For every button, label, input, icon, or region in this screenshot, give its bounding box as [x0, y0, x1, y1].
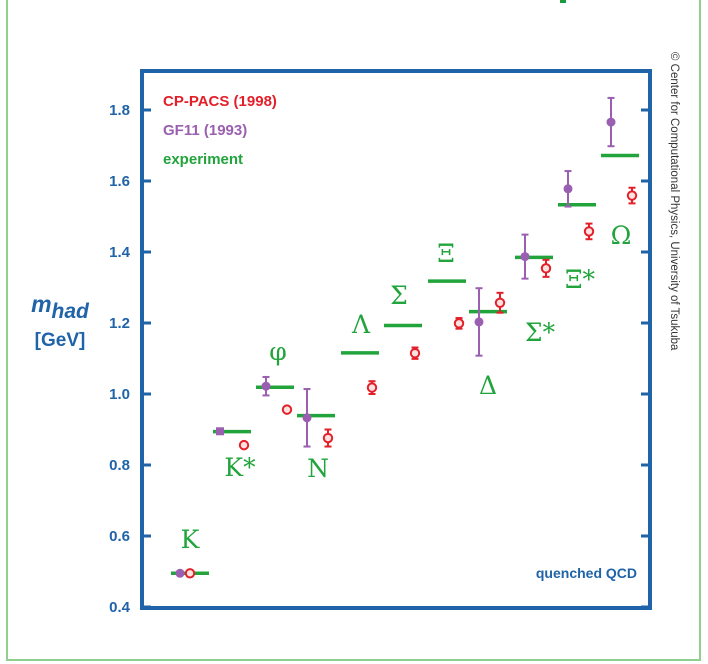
y-tick-label: 1.0: [109, 386, 130, 403]
gf11-point: [563, 184, 573, 194]
particle-label: Σ*: [525, 318, 556, 347]
y-axis-subscript: had: [52, 300, 91, 323]
cp-pacs-point: [238, 439, 250, 451]
y-tick-label: 0.8: [109, 457, 130, 474]
gf11-point: [474, 317, 484, 327]
cp-pacs-point: [453, 318, 465, 329]
y-tick-label: 1.8: [109, 102, 130, 119]
cp-pacs-point: [281, 404, 293, 415]
cp-pacs-point: [409, 347, 421, 359]
cp-pacs-point: [626, 190, 638, 201]
cp-pacs-point: [540, 263, 552, 274]
y-axis-unit: [GeV]: [35, 330, 86, 351]
legend-entry: CP-PACS (1998): [163, 93, 277, 110]
y-axis-label: mhad: [31, 291, 90, 323]
y-tick-label: 1.4: [109, 244, 131, 261]
legend: CP-PACS (1998) GF11 (1993) experiment: [163, 93, 277, 168]
y-tick-label: 0.4: [109, 599, 131, 616]
y-tick-label: 1.2: [109, 315, 130, 332]
cp-pacs-point: [184, 568, 196, 579]
particle-label: Ω: [611, 221, 632, 250]
particle-label: φ: [269, 337, 287, 366]
legend-entry: experiment: [163, 151, 243, 168]
particle-label: K*: [224, 453, 256, 482]
data-marks: [171, 96, 639, 579]
legend-entry: GF11 (1993): [163, 122, 247, 139]
particle-labels: K K* φ N ΛΣΞ Δ Σ* Ξ* Ω: [181, 221, 632, 554]
particle-label: Λ: [351, 310, 371, 339]
particle-label: Σ: [390, 281, 408, 310]
gf11-point: [520, 252, 530, 262]
particle-label: N: [307, 454, 329, 483]
y-tick-label: 1.6: [109, 173, 130, 190]
particle-label: Ξ: [437, 239, 455, 268]
top-decor-mark: [560, 0, 566, 3]
cp-pacs-point: [583, 226, 595, 237]
particle-label: Δ: [479, 371, 497, 400]
plot-frame: [140, 69, 652, 610]
gf11-point: [302, 413, 312, 423]
cp-pacs-point: [366, 382, 378, 393]
quenched-qcd-note: quenched QCD: [536, 565, 637, 581]
particle-label: K: [181, 525, 201, 554]
gf11-point: [606, 117, 616, 127]
particle-label: Ξ*: [565, 265, 596, 294]
y-axis-symbol: m: [31, 291, 51, 317]
gf11-point: [175, 568, 185, 578]
cp-pacs-point: [322, 432, 334, 444]
cp-pacs-point: [494, 297, 506, 308]
credit-text: © Center for Computational Physics, Univ…: [668, 52, 680, 351]
gf11-point: [261, 381, 271, 391]
gf11-point: [216, 427, 224, 436]
outer-frame: [6, 0, 701, 661]
y-tick-label: 0.6: [109, 528, 130, 545]
